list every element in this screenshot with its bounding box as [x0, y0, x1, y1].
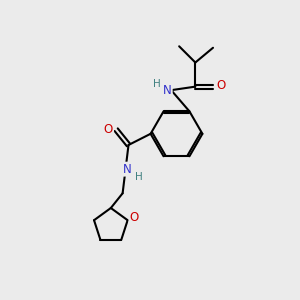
Text: H: H	[153, 79, 160, 89]
Text: O: O	[104, 123, 113, 136]
Text: H: H	[135, 172, 143, 182]
Text: O: O	[217, 79, 226, 92]
Text: N: N	[123, 163, 132, 176]
Text: O: O	[130, 211, 139, 224]
Text: N: N	[163, 84, 172, 97]
